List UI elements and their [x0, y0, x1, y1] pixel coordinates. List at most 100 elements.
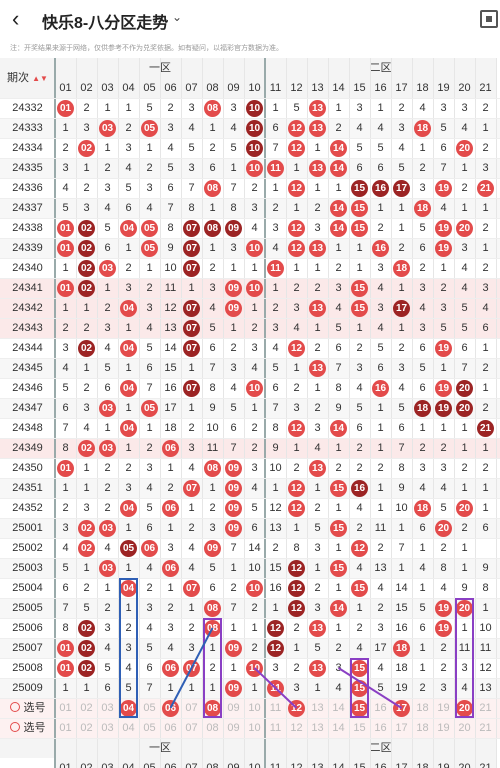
- hit-ball[interactable]: 04: [120, 579, 137, 597]
- hit-ball[interactable]: 01: [57, 659, 74, 677]
- hit-ball[interactable]: 05: [141, 399, 158, 417]
- qr-icon[interactable]: [480, 10, 498, 28]
- hit-ball[interactable]: 14: [330, 139, 347, 157]
- hit-ball[interactable]: 13: [309, 619, 326, 637]
- hit-ball[interactable]: 10: [246, 159, 263, 177]
- hit-ball[interactable]: 04: [120, 379, 137, 397]
- hit-ball[interactable]: 16: [372, 239, 389, 257]
- hit-ball[interactable]: 12: [288, 139, 305, 157]
- hit-ball[interactable]: 09: [225, 519, 242, 537]
- hit-ball[interactable]: 13: [309, 459, 326, 477]
- hit-ball[interactable]: 04: [120, 339, 137, 357]
- hit-ball[interactable]: 21: [477, 179, 494, 197]
- hit-ball[interactable]: 20: [456, 699, 473, 717]
- hit-ball[interactable]: 06: [162, 439, 179, 457]
- pick-number[interactable]: 03: [101, 722, 114, 734]
- hit-ball[interactable]: 10: [246, 659, 263, 677]
- hit-ball[interactable]: 09: [225, 639, 242, 657]
- pick-number[interactable]: 21: [479, 722, 492, 734]
- hit-ball[interactable]: 14: [330, 219, 347, 237]
- hit-ball[interactable]: 12: [288, 219, 305, 237]
- pick-number[interactable]: 05: [143, 722, 156, 734]
- pick-number[interactable]: 01: [59, 702, 72, 714]
- hit-ball[interactable]: 07: [183, 479, 200, 497]
- hit-ball[interactable]: 19: [435, 599, 452, 617]
- hit-ball[interactable]: 15: [351, 199, 368, 217]
- hit-ball[interactable]: 09: [225, 479, 242, 497]
- hit-ball[interactable]: 13: [309, 159, 326, 177]
- hit-ball[interactable]: 13: [309, 239, 326, 257]
- hit-ball[interactable]: 07: [183, 259, 200, 277]
- hit-ball[interactable]: 12: [351, 539, 368, 557]
- hit-ball[interactable]: 09: [225, 279, 242, 297]
- pick-number[interactable]: 19: [437, 722, 450, 734]
- hit-ball[interactable]: 06: [162, 659, 179, 677]
- hit-ball[interactable]: 02: [78, 639, 95, 657]
- hit-ball[interactable]: 02: [78, 279, 95, 297]
- hit-ball[interactable]: 10: [246, 379, 263, 397]
- hit-ball[interactable]: 01: [57, 99, 74, 117]
- hit-ball[interactable]: 16: [372, 379, 389, 397]
- pick-number[interactable]: 08: [206, 722, 219, 734]
- hit-ball[interactable]: 19: [435, 399, 452, 417]
- hit-ball[interactable]: 15: [351, 179, 368, 197]
- pick-number[interactable]: 01: [59, 722, 72, 734]
- period-header[interactable]: 期次 ▲▼: [0, 58, 55, 98]
- hit-ball[interactable]: 12: [267, 639, 284, 657]
- hit-ball[interactable]: 20: [456, 379, 473, 397]
- pick-number[interactable]: 14: [332, 722, 345, 734]
- hit-ball[interactable]: 01: [57, 459, 74, 477]
- hit-ball[interactable]: 15: [330, 559, 347, 577]
- hit-ball[interactable]: 10: [246, 239, 263, 257]
- hit-ball[interactable]: 02: [78, 539, 95, 557]
- pick-number[interactable]: 03: [101, 702, 114, 714]
- hit-ball[interactable]: 08: [204, 459, 221, 477]
- hit-ball[interactable]: 12: [288, 579, 305, 597]
- pick-number[interactable]: 16: [374, 722, 387, 734]
- hit-ball[interactable]: 12: [288, 339, 305, 357]
- hit-ball[interactable]: 16: [372, 179, 389, 197]
- radio-icon[interactable]: [9, 702, 20, 712]
- hit-ball[interactable]: 15: [351, 219, 368, 237]
- hit-ball[interactable]: 02: [78, 219, 95, 237]
- hit-ball[interactable]: 10: [246, 119, 263, 137]
- hit-ball[interactable]: 12: [288, 119, 305, 137]
- pick-number[interactable]: 07: [185, 702, 198, 714]
- hit-ball[interactable]: 01: [57, 279, 74, 297]
- hit-ball[interactable]: 03: [99, 399, 116, 417]
- hit-ball[interactable]: 19: [435, 379, 452, 397]
- hit-ball[interactable]: 15: [351, 579, 368, 597]
- pick-number[interactable]: 14: [332, 702, 345, 714]
- hit-ball[interactable]: 08: [204, 99, 221, 117]
- pick-number[interactable]: 11: [269, 722, 282, 734]
- hit-ball[interactable]: 02: [78, 439, 95, 457]
- hit-ball[interactable]: 20: [456, 599, 473, 617]
- hit-ball[interactable]: 13: [309, 99, 326, 117]
- hit-ball[interactable]: 11: [267, 679, 284, 697]
- hit-ball[interactable]: 08: [204, 219, 221, 237]
- hit-ball[interactable]: 05: [141, 219, 158, 237]
- pick-number[interactable]: 10: [248, 702, 261, 714]
- hit-ball[interactable]: 12: [288, 599, 305, 617]
- hit-ball[interactable]: 12: [288, 419, 305, 437]
- pick-number[interactable]: 09: [227, 722, 240, 734]
- pick-number[interactable]: 12: [290, 722, 303, 734]
- pick-number[interactable]: 19: [437, 702, 450, 714]
- hit-ball[interactable]: 18: [414, 499, 431, 517]
- hit-ball[interactable]: 19: [435, 239, 452, 257]
- hit-ball[interactable]: 12: [288, 239, 305, 257]
- hit-ball[interactable]: 15: [351, 299, 368, 317]
- hit-ball[interactable]: 18: [393, 259, 410, 277]
- pick-number[interactable]: 18: [416, 702, 429, 714]
- pick-number[interactable]: 20: [458, 722, 471, 734]
- page-title[interactable]: 快乐8-八分区走势: [42, 15, 169, 32]
- hit-ball[interactable]: 11: [267, 259, 284, 277]
- pick-number[interactable]: 10: [248, 722, 261, 734]
- hit-ball[interactable]: 10: [246, 139, 263, 157]
- hit-ball[interactable]: 19: [435, 219, 452, 237]
- hit-ball[interactable]: 04: [120, 219, 137, 237]
- hit-ball[interactable]: 04: [120, 419, 137, 437]
- hit-ball[interactable]: 06: [162, 559, 179, 577]
- hit-ball[interactable]: 08: [204, 179, 221, 197]
- hit-ball[interactable]: 15: [330, 519, 347, 537]
